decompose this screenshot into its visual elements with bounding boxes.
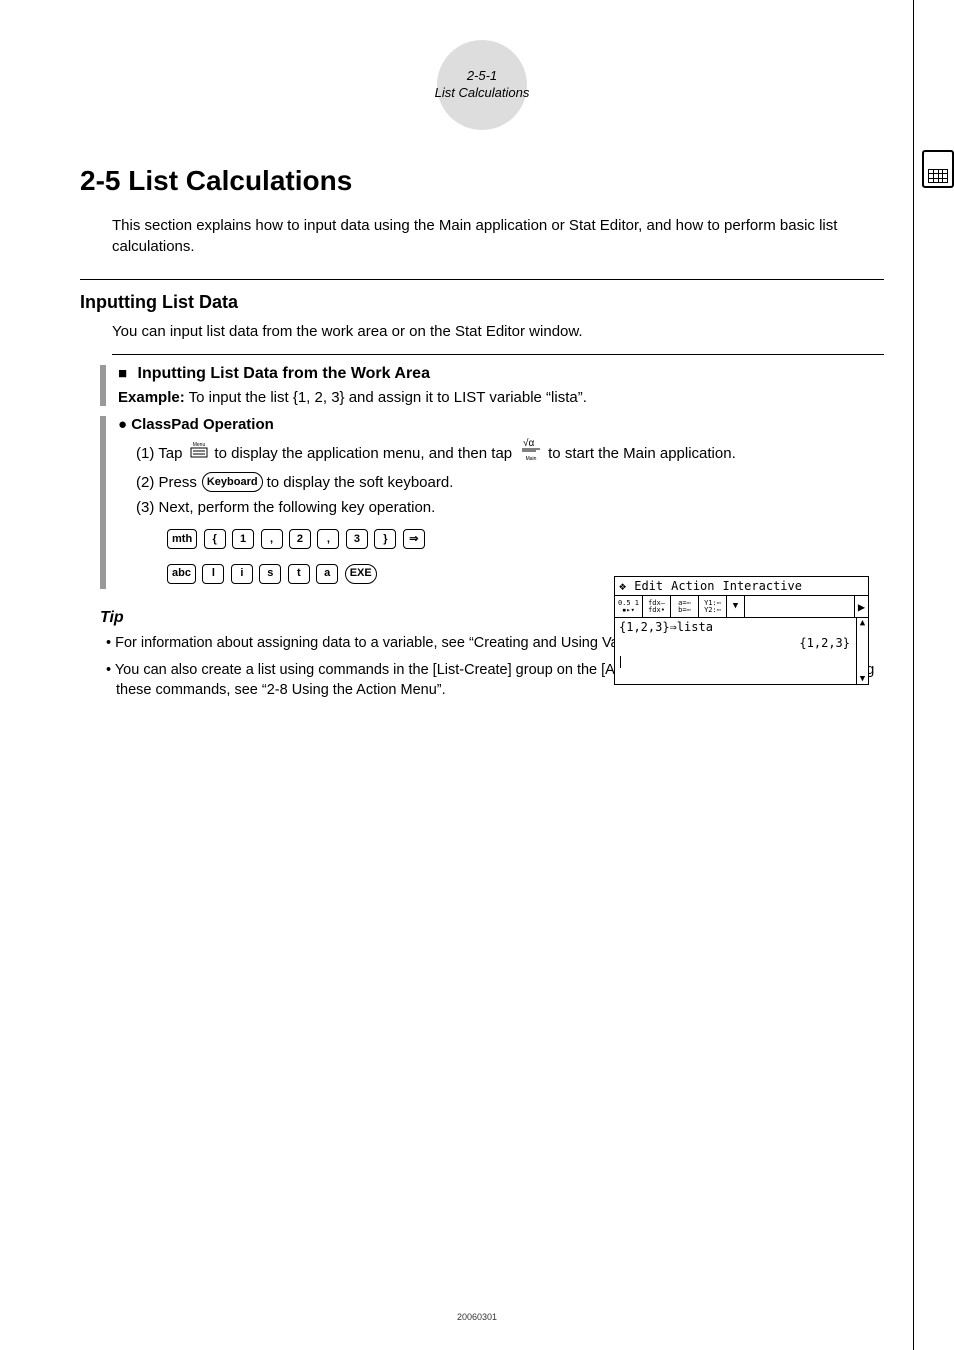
svg-text:Main: Main: [526, 456, 537, 461]
step2-b: to display the soft keyboard.: [267, 470, 454, 496]
side-notch: [100, 365, 106, 406]
tb-more-icon: ▶: [854, 596, 868, 617]
scroll-down-icon: ▼: [860, 674, 865, 684]
scroll-up-icon: ▲: [860, 618, 865, 628]
page-ref: 2-5-1: [435, 68, 530, 85]
sub-text: You can input list data from the work ar…: [112, 321, 884, 342]
tb-btn: 0.5 1▪▸▾: [615, 596, 643, 617]
scr-cursor: [619, 654, 621, 668]
divider: [80, 279, 884, 280]
subheading: Inputting List Data: [80, 292, 884, 313]
main-app-icon: √α Main: [518, 437, 544, 470]
tb-btn: a=⋯b=⋯: [671, 596, 699, 617]
scr-input-line: {1,2,3}⇒lista: [619, 620, 864, 634]
keyboard-key: Keyboard: [202, 472, 263, 492]
header-badge: 2-5-1 List Calculations: [80, 40, 884, 135]
intro-text: This section explains how to input data …: [112, 215, 884, 257]
svg-text:Menu: Menu: [193, 442, 206, 448]
side-notch: [100, 416, 106, 589]
tb-dropdown-icon: ▼: [727, 596, 745, 617]
step1-b: to display the application menu, and the…: [214, 441, 512, 467]
calc-screenshot: ❖ Edit Action Interactive 0.5 1▪▸▾ fdx–f…: [614, 576, 869, 685]
section-title: 2-5 List Calculations: [80, 165, 884, 197]
tb-btn: fdx–fdx•: [643, 596, 671, 617]
block-heading: Inputting List Data from the Work Area: [138, 365, 430, 382]
key-sequence-1: mth { 1 , 2 , 3 } ⇒: [166, 525, 884, 555]
step1-a: (1) Tap: [136, 441, 182, 467]
tb-btn: Y1:⋯Y2:⋯: [699, 596, 727, 617]
scr-output: {1,2,3}: [799, 636, 850, 650]
scr-body: {1,2,3}⇒lista {1,2,3} ▲ ▼: [615, 618, 868, 684]
step3: (3) Next, perform the following key oper…: [136, 495, 435, 521]
example-text: To input the list {1, 2, 3} and assign i…: [189, 389, 587, 406]
dot-bullet: ●: [118, 416, 131, 433]
scr-menu-edit: Edit: [634, 579, 663, 593]
scr-toolbar: 0.5 1▪▸▾ fdx–fdx• a=⋯b=⋯ Y1:⋯Y2:⋯ ▼ ▶: [615, 596, 868, 618]
operation-heading: ClassPad Operation: [131, 416, 274, 433]
scr-menu-interactive: Interactive: [723, 579, 802, 593]
step2-a: (2) Press: [136, 470, 197, 496]
footer-code: 20060301: [457, 1312, 497, 1322]
scr-menu-action: Action: [671, 579, 714, 593]
page-subtitle: List Calculations: [435, 85, 530, 102]
square-bullet: ■: [118, 365, 127, 382]
divider: [112, 354, 884, 355]
menu-icon: Menu: [188, 439, 210, 468]
scr-scrollbar: ▲ ▼: [856, 618, 868, 684]
svg-text:√α: √α: [523, 437, 534, 449]
scr-menubar: ❖ Edit Action Interactive: [615, 577, 868, 596]
step1-c: to start the Main application.: [548, 441, 736, 467]
example-label: Example:: [118, 389, 185, 406]
scr-logo-icon: ❖: [619, 579, 626, 593]
